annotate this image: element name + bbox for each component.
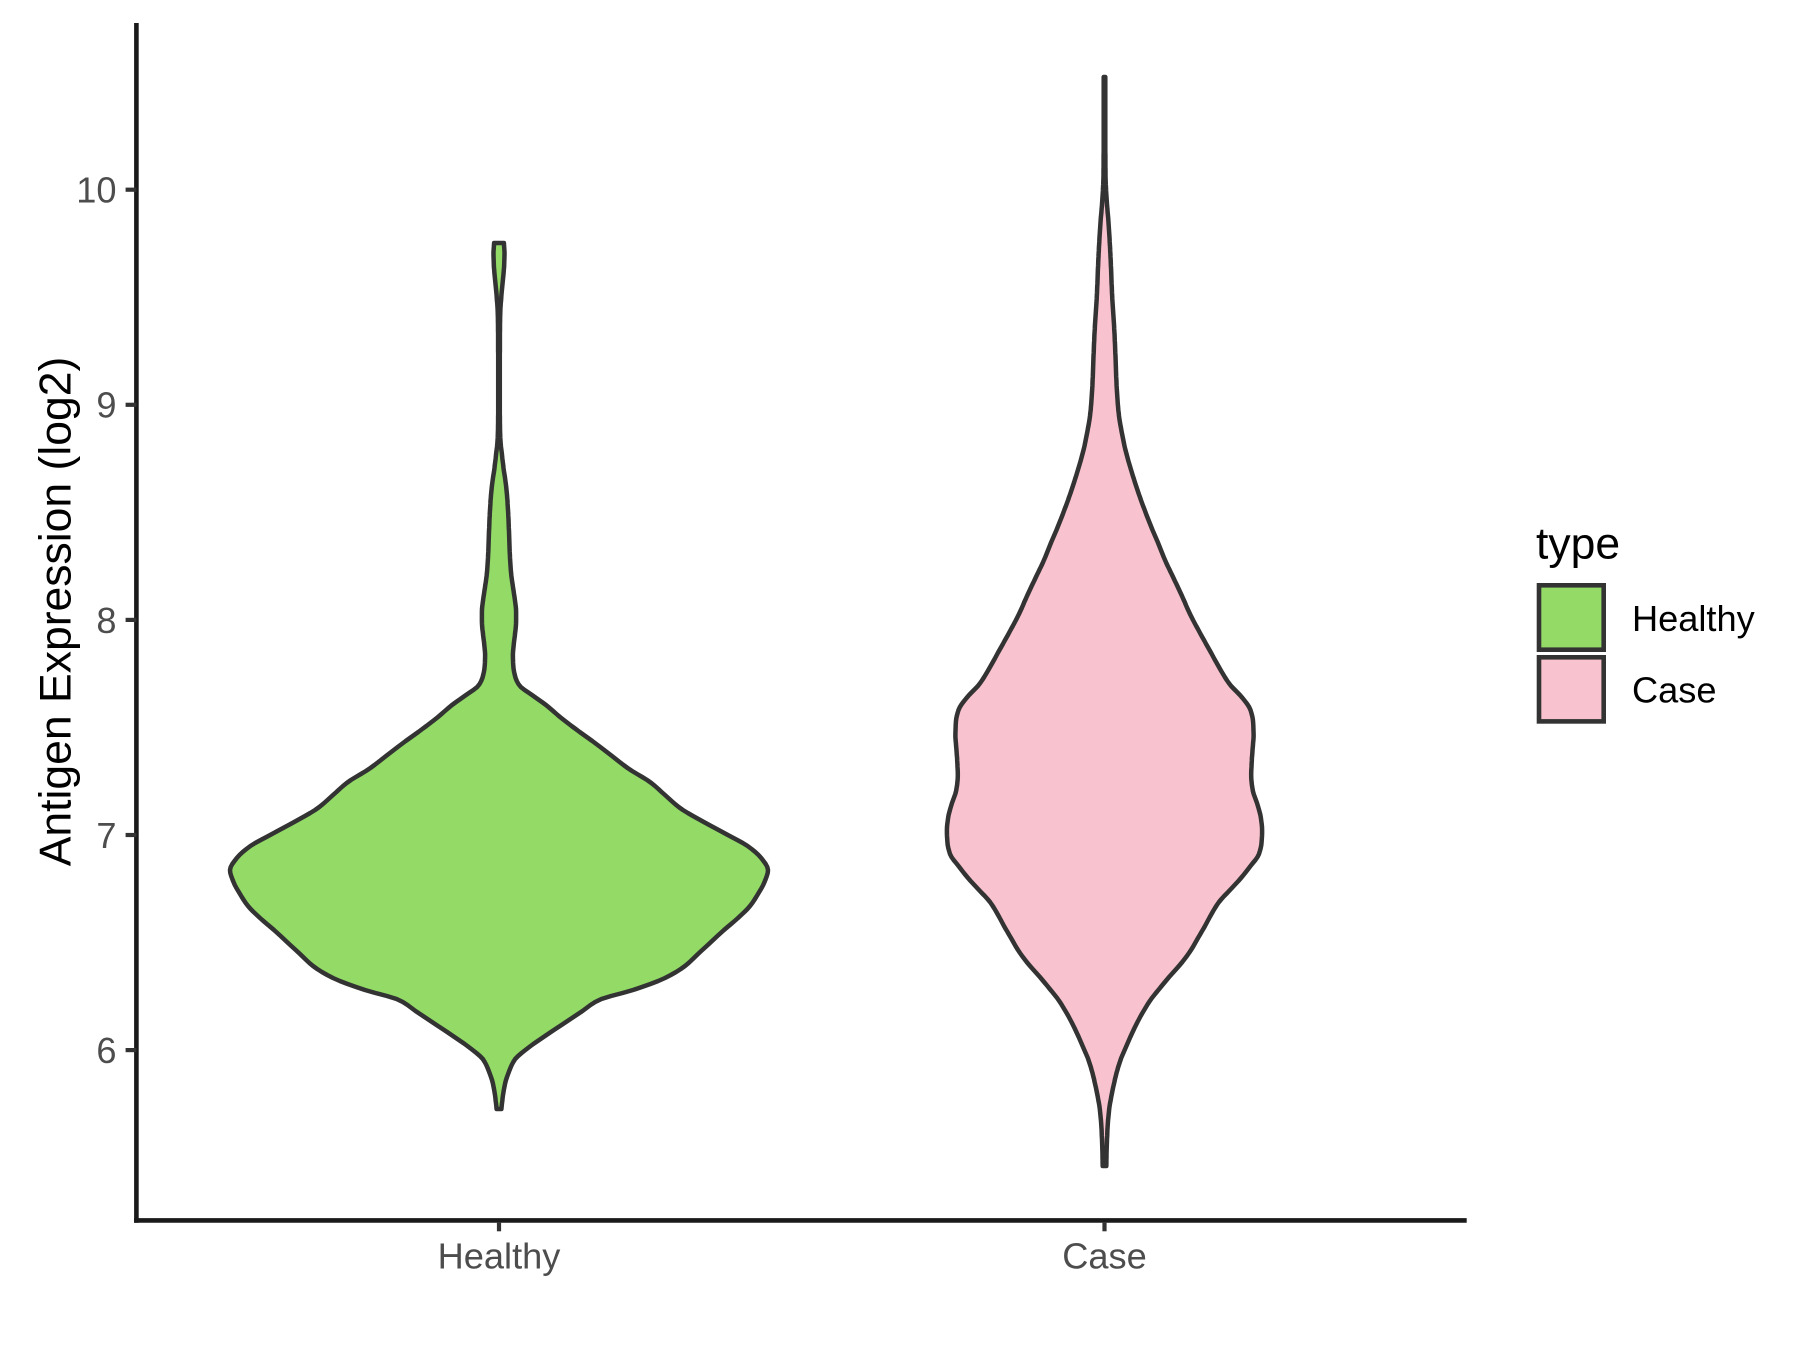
svg-text:Antigen Expression (log2): Antigen Expression (log2): [32, 357, 81, 867]
svg-text:7: 7: [96, 815, 116, 856]
svg-text:Healthy: Healthy: [1632, 598, 1756, 639]
svg-text:Case: Case: [1062, 1235, 1146, 1276]
svg-text:8: 8: [96, 600, 116, 641]
svg-text:10: 10: [76, 170, 116, 211]
svg-text:Case: Case: [1632, 670, 1716, 711]
svg-text:9: 9: [96, 385, 116, 426]
svg-text:type: type: [1536, 520, 1620, 569]
svg-text:6: 6: [96, 1030, 116, 1071]
svg-text:Healthy: Healthy: [438, 1235, 562, 1276]
